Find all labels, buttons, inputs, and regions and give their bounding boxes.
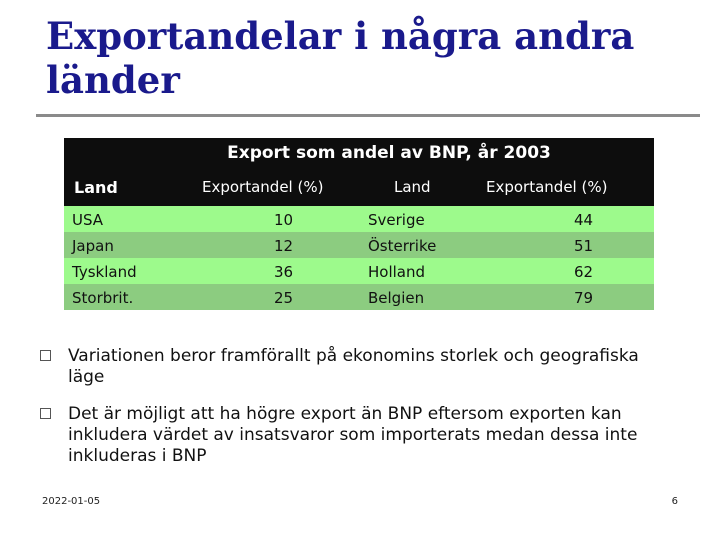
table-cell: Tyskland — [72, 263, 137, 281]
column-header-country-1: Land — [74, 178, 118, 197]
table-row: USA 10 Sverige 44 — [64, 206, 654, 232]
table-caption: Export som andel av BNP, år 2003 — [64, 138, 654, 168]
column-header-country-2: Land — [394, 178, 431, 196]
bullet-list: Variationen beror framförallt på ekonomi… — [40, 346, 660, 483]
table-header-row: Land Exportandel (%) Land Exportandel (%… — [64, 168, 654, 206]
slide-title: Exportandelar i några andra länder — [46, 14, 686, 102]
square-bullet-icon — [40, 408, 51, 419]
table-cell: 44 — [574, 211, 594, 229]
export-share-table: Export som andel av BNP, år 2003 Land Ex… — [64, 138, 654, 310]
table-cell: Österrike — [368, 237, 437, 255]
bullet-text: Variationen beror framförallt på ekonomi… — [68, 346, 639, 387]
square-bullet-icon — [40, 350, 51, 361]
table-cell: 62 — [574, 263, 594, 281]
table-cell: 25 — [274, 289, 294, 307]
slide-date: 2022-01-05 — [42, 496, 101, 507]
bullet-text: Det är möjligt att ha högre export än BN… — [68, 404, 638, 466]
slide-title-line-2: länder — [46, 58, 180, 102]
table-cell: 51 — [574, 237, 594, 255]
title-divider — [36, 114, 700, 117]
table-cell: USA — [72, 211, 104, 229]
table-cell: Belgien — [368, 289, 425, 307]
table-row: Japan 12 Österrike 51 — [64, 232, 654, 258]
bullet-item: Variationen beror framförallt på ekonomi… — [40, 346, 660, 388]
page-number: 6 — [671, 496, 678, 507]
column-header-export-share-1: Exportandel (%) — [202, 178, 324, 196]
table-cell: 79 — [574, 289, 594, 307]
table-row: Storbrit. 25 Belgien 79 — [64, 284, 654, 310]
slide-title-line-1: Exportandelar i några andra — [46, 14, 635, 58]
bullet-item: Det är möjligt att ha högre export än BN… — [40, 404, 660, 467]
table-cell: 36 — [274, 263, 294, 281]
table-cell: 12 — [274, 237, 294, 255]
table-row: Tyskland 36 Holland 62 — [64, 258, 654, 284]
table-cell: Storbrit. — [72, 289, 134, 307]
column-header-export-share-2: Exportandel (%) — [486, 178, 608, 196]
table-cell: 10 — [274, 211, 294, 229]
table-cell: Holland — [368, 263, 426, 281]
table-cell: Japan — [72, 237, 114, 255]
table-cell: Sverige — [368, 211, 425, 229]
